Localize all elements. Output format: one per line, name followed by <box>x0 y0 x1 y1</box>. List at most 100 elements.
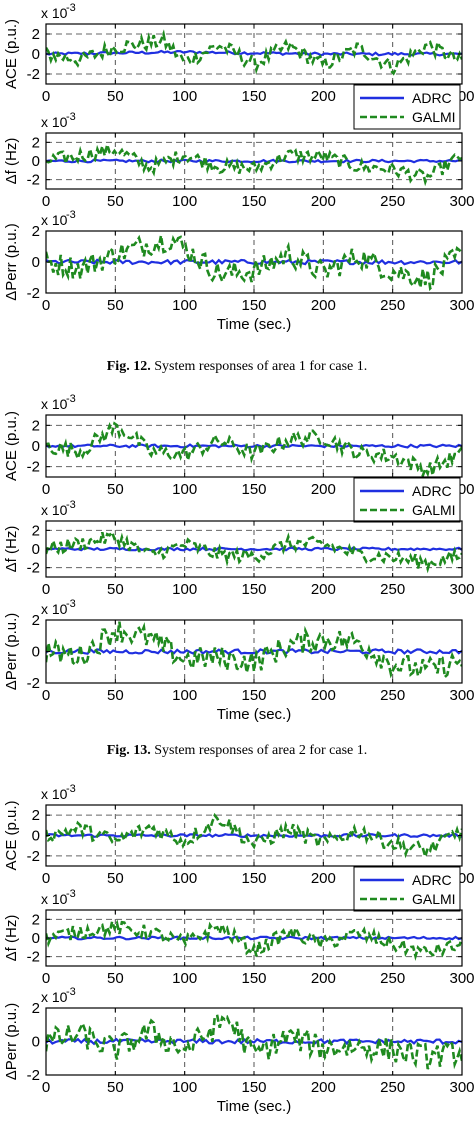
series-line-adrc <box>46 935 462 941</box>
x-tick-label: 200 <box>311 297 336 314</box>
x-tick-label: 200 <box>311 88 336 105</box>
x-tick-label: 100 <box>172 481 197 498</box>
series-line-galmi <box>46 812 462 862</box>
x-tick-label: 150 <box>241 297 266 314</box>
x-axis-label: Time (sec.) <box>217 316 291 333</box>
series-line-adrc <box>46 443 462 449</box>
y-axis-label: Δf (Hz) <box>3 138 20 185</box>
x-tick-label: 100 <box>172 970 197 987</box>
scale-factor: x 10 <box>41 114 68 130</box>
figure-caption: Fig. 13. System responses of area 2 for … <box>107 743 368 758</box>
scale-factor: x 10 <box>41 502 68 518</box>
y-tick-label: -2 <box>27 949 40 966</box>
series-line-adrc <box>46 546 462 552</box>
x-tick-label: 200 <box>311 193 336 210</box>
scale-factor: x 10 <box>41 5 68 21</box>
x-tick-label: 0 <box>42 88 50 105</box>
x-tick-label: 150 <box>241 1079 266 1096</box>
x-tick-label: 50 <box>107 581 124 598</box>
scale-exponent: -3 <box>66 499 76 511</box>
x-tick-label: 200 <box>311 581 336 598</box>
scale-factor: x 10 <box>41 989 68 1005</box>
x-tick-label: 150 <box>241 581 266 598</box>
y-tick-label: 0 <box>32 46 40 63</box>
x-tick-label: 150 <box>241 481 266 498</box>
scale-exponent: -3 <box>66 598 76 610</box>
series-line-galmi <box>46 29 462 76</box>
x-tick-label: 300 <box>449 193 474 210</box>
scale-factor: x 10 <box>41 891 68 907</box>
scale-factor: x 10 <box>41 601 68 617</box>
scale-exponent: -3 <box>66 888 76 900</box>
y-tick-label: 0 <box>32 153 40 170</box>
x-tick-label: 300 <box>449 297 474 314</box>
legend-box <box>353 477 461 523</box>
x-tick-label: 50 <box>107 297 124 314</box>
x-tick-label: 200 <box>311 481 336 498</box>
x-tick-label: 150 <box>241 687 266 704</box>
legend-label: ADRC <box>412 483 452 499</box>
y-tick-label: 0 <box>32 438 40 455</box>
legend-box <box>353 866 461 912</box>
y-tick-label: -2 <box>27 459 40 476</box>
legend-label: ADRC <box>412 872 452 888</box>
caption-text: System responses of area 1 for case 1. <box>154 359 367 374</box>
y-tick-label: -2 <box>27 172 40 189</box>
x-tick-label: 200 <box>311 1079 336 1096</box>
y-tick-label: 0 <box>32 644 40 661</box>
y-tick-label: -2 <box>27 1067 40 1084</box>
scale-factor: x 10 <box>41 212 68 228</box>
x-tick-label: 0 <box>42 193 50 210</box>
x-tick-label: 200 <box>311 970 336 987</box>
y-axis-label: ACE (p.u.) <box>3 19 20 89</box>
x-tick-label: 300 <box>449 1079 474 1096</box>
y-tick-label: -2 <box>27 285 40 302</box>
x-tick-label: 250 <box>380 193 405 210</box>
y-tick-label: 2 <box>32 134 40 151</box>
scale-factor: x 10 <box>41 396 68 412</box>
y-axis-label: Δf (Hz) <box>3 915 20 962</box>
x-tick-label: 300 <box>449 970 474 987</box>
caption-text: System responses of area 2 for case 1. <box>154 743 367 758</box>
legend: ADRC GALMI <box>353 866 461 912</box>
caption-label: Fig. 12. <box>107 359 154 374</box>
series-line-galmi <box>46 139 462 187</box>
scale-exponent: -3 <box>66 393 76 405</box>
x-tick-label: 50 <box>107 193 124 210</box>
x-tick-label: 0 <box>42 1079 50 1096</box>
legend-label: GALMI <box>412 891 456 907</box>
y-axis-label: ΔPerr (p.u.) <box>3 223 20 301</box>
series-line-adrc <box>46 832 462 839</box>
x-tick-label: 150 <box>241 870 266 887</box>
caption-label: Fig. 13. <box>107 743 154 758</box>
y-axis-label: Δf (Hz) <box>3 526 20 573</box>
y-tick-label: 2 <box>32 26 40 43</box>
y-tick-label: -2 <box>27 848 40 865</box>
y-tick-label: -2 <box>27 675 40 692</box>
scale-exponent: -3 <box>66 111 76 123</box>
x-tick-label: 100 <box>172 88 197 105</box>
x-tick-label: 300 <box>449 687 474 704</box>
x-tick-label: 50 <box>107 88 124 105</box>
x-axis-label: Time (sec.) <box>217 1098 291 1115</box>
y-axis-label: ΔPerr (p.u.) <box>3 1003 20 1081</box>
y-tick-label: -2 <box>27 560 40 577</box>
figure-caption: Fig. 12. System responses of area 1 for … <box>107 359 368 374</box>
y-tick-label: 0 <box>32 1034 40 1051</box>
y-tick-label: 2 <box>32 417 40 434</box>
series-line-galmi <box>46 234 462 292</box>
y-tick-label: 2 <box>32 807 40 824</box>
legend-box <box>353 84 461 130</box>
x-tick-label: 250 <box>380 970 405 987</box>
x-tick-label: 0 <box>42 870 50 887</box>
legend-label: GALMI <box>412 109 456 125</box>
x-tick-label: 0 <box>42 970 50 987</box>
